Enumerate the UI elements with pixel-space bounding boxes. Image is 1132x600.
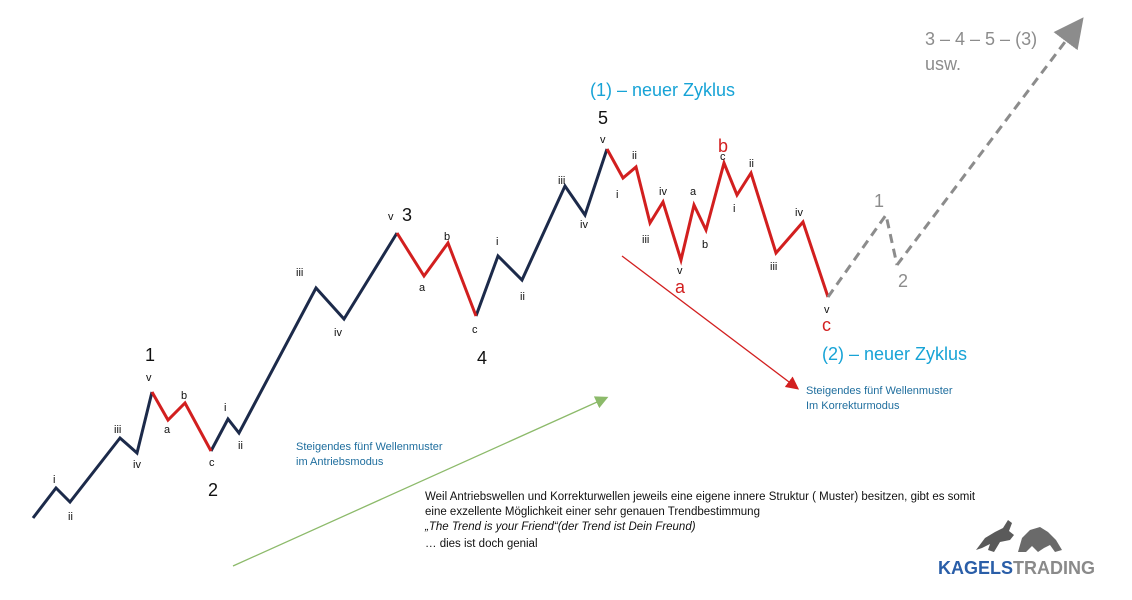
corr-c-minor-iv: iv — [795, 207, 803, 219]
w5-minor-i: i — [496, 236, 498, 248]
corr-a-minor-iv: iv — [659, 186, 667, 198]
w1-minor-iv: iv — [133, 459, 141, 471]
impulse-trend-arrow — [232, 396, 609, 567]
w2-corr-a: a — [164, 424, 171, 436]
wave-label-5: 5 — [598, 108, 608, 128]
logo-brand-part2: TRADING — [1013, 558, 1095, 578]
corr-big-c: c — [822, 315, 831, 335]
corr-b-minor-b: b — [702, 239, 708, 251]
w1-minor-v: v — [146, 372, 152, 384]
w5-minor-ii: ii — [520, 291, 525, 303]
w5-minor-iv: iv — [580, 219, 588, 231]
body-line-4: … dies ist doch genial — [425, 538, 538, 550]
future-dashed-path — [826, 211, 899, 298]
caption-impulse-line2: im Antriebsmodus — [296, 456, 384, 468]
correction-trend-arrow — [621, 255, 800, 390]
corr-c-minor-v: v — [824, 304, 830, 316]
w3-minor-ii: ii — [238, 440, 243, 452]
future-dashed-arrow — [895, 17, 1084, 266]
corr-c-minor-i: i — [733, 203, 735, 215]
caption-correction-line2: Im Korrekturmodus — [806, 400, 900, 412]
wave-label-1: 1 — [145, 345, 155, 365]
body-line-3: „The Trend is your Friend“(der Trend ist… — [424, 521, 696, 533]
cycle-2-label: (2) – neuer Zyklus — [822, 344, 967, 364]
corr-c-minor-ii: ii — [749, 158, 754, 170]
body-quote: „The Trend is your Friend“ — [424, 521, 559, 533]
corr-a-minor-i: i — [616, 189, 618, 201]
body-line-1: Weil Antriebswellen und Korrekturwellen … — [425, 491, 976, 503]
body-quote-note: (der Trend ist Dein Freund) — [558, 521, 696, 533]
future-text-line1: 3 – 4 – 5 – (3) — [925, 29, 1037, 49]
corr-a-minor-ii: ii — [632, 150, 637, 162]
logo-brand-part1: KAGELSTRADING — [938, 558, 1095, 578]
future-text-line2: usw. — [925, 54, 961, 74]
corr-big-b: b — [718, 136, 728, 156]
w5-minor-v: v — [600, 134, 606, 146]
wave-label-4: 4 — [477, 348, 487, 368]
impulse-wave-3 — [209, 232, 399, 452]
corr-c-minor-iii: iii — [770, 261, 777, 273]
wave-label-3: 3 — [402, 205, 412, 225]
corr-a-minor-iii: iii — [642, 234, 649, 246]
caption-impulse-line1: Steigendes fünf Wellenmuster — [296, 441, 443, 453]
corr-b-minor-c: c — [720, 151, 726, 163]
w3-minor-v: v — [388, 211, 394, 223]
corr-a-minor-v: v — [677, 265, 683, 277]
caption-correction-line1: Steigendes fünf Wellenmuster — [806, 385, 953, 397]
wave-label-2: 2 — [208, 480, 218, 500]
w2-corr-c: c — [209, 457, 215, 469]
w1-minor-iii: iii — [114, 424, 121, 436]
w4-corr-a: a — [419, 282, 426, 294]
w3-minor-iii: iii — [296, 267, 303, 279]
w2-corr-b: b — [181, 390, 187, 402]
w4-corr-b: b — [444, 231, 450, 243]
future-label-1: 1 — [874, 191, 884, 211]
impulse-wave-1 — [31, 391, 154, 519]
w3-minor-i: i — [224, 402, 226, 414]
bull-bear-logo-icon — [976, 520, 1062, 552]
future-label-2: 2 — [898, 271, 908, 291]
w4-corr-c: c — [472, 324, 478, 336]
cycle-1-label: (1) – neuer Zyklus — [590, 80, 735, 100]
corr-b-minor-a: a — [690, 186, 697, 198]
correction-big-abc — [605, 148, 830, 298]
body-line-2: eine exzellente Möglichkeit einer sehr g… — [425, 506, 760, 518]
corr-big-a: a — [675, 277, 686, 297]
impulse-wave-5 — [474, 148, 609, 317]
w1-minor-i: i — [53, 474, 55, 486]
correction-wave-2 — [150, 391, 213, 452]
w1-minor-ii: ii — [68, 511, 73, 523]
w3-minor-iv: iv — [334, 327, 342, 339]
w5-minor-iii: iii — [558, 175, 565, 187]
correction-wave-4 — [395, 232, 478, 317]
